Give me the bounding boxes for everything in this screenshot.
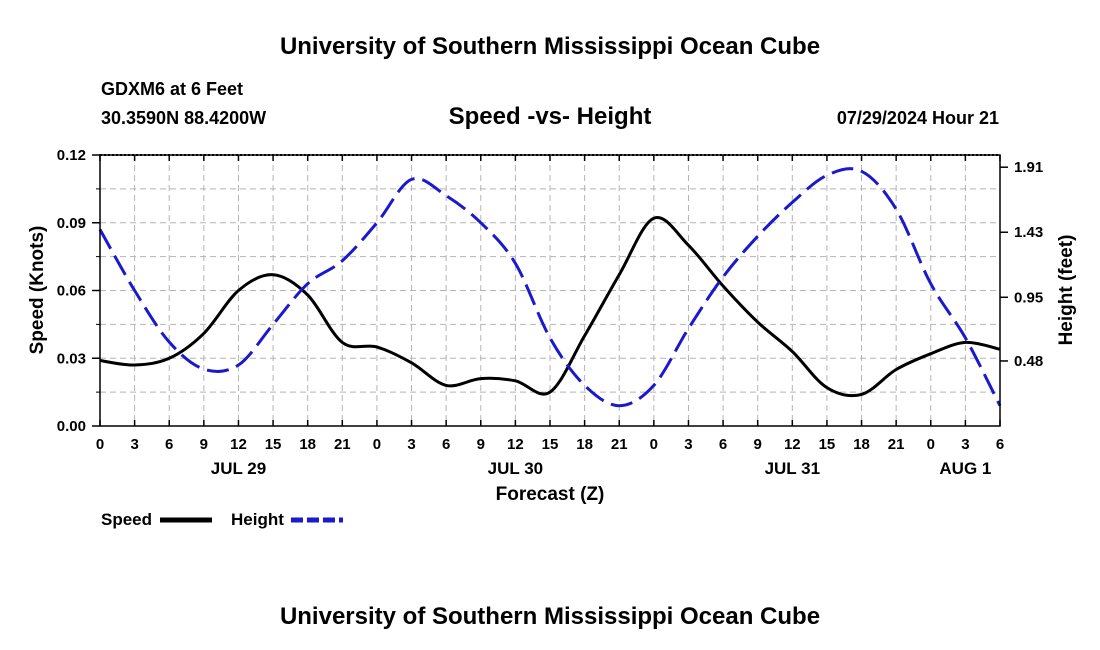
x-tick-label: 12 <box>230 436 247 453</box>
x-tick-label: 0 <box>96 436 104 453</box>
height-line <box>98 167 1002 408</box>
x-day-label: AUG 1 <box>939 459 991 478</box>
y-left-tick-label: 0.09 <box>57 215 86 232</box>
x-axis-label: Forecast (Z) <box>496 484 605 505</box>
x-tick-label: 3 <box>961 436 969 453</box>
x-tick-label: 9 <box>200 436 208 453</box>
grid <box>100 155 1000 426</box>
location-label: 30.3590N 88.4200W <box>101 108 266 128</box>
legend-speed-label: Speed <box>101 510 152 529</box>
x-tick-label: 0 <box>373 436 381 453</box>
x-tick-label: 6 <box>165 436 173 453</box>
x-tick-label: 9 <box>754 436 762 453</box>
x-tick-label: 6 <box>442 436 450 453</box>
y-right-tick-label: 0.95 <box>1014 289 1043 306</box>
x-tick-label: 3 <box>684 436 692 453</box>
x-tick-label: 3 <box>407 436 415 453</box>
datetime-label: 07/29/2024 Hour 21 <box>837 108 999 128</box>
y-right-tick-label: 0.48 <box>1014 353 1043 370</box>
x-tick-label: 21 <box>334 436 351 453</box>
x-tick-label: 18 <box>853 436 870 453</box>
page-title: University of Southern Mississippi Ocean… <box>280 33 820 60</box>
x-tick-label: 21 <box>888 436 905 453</box>
y-left-tick-label: 0.06 <box>57 283 86 300</box>
x-tick-label: 12 <box>507 436 524 453</box>
x-tick-label: 0 <box>927 436 935 453</box>
legend: Speed Height <box>101 510 343 529</box>
x-day-label: JUL 31 <box>765 459 820 478</box>
x-tick-label: 0 <box>650 436 658 453</box>
legend-height-label: Height <box>231 510 284 529</box>
station-label: GDXM6 at 6 Feet <box>101 79 243 99</box>
y-right-tick-label: 1.91 <box>1014 159 1043 176</box>
y-left-tick-label: 0.03 <box>57 350 86 367</box>
y-left-tick-label: 0.12 <box>57 147 86 164</box>
speed-line <box>99 216 1001 398</box>
y-axis-left-label: Speed (Knots) <box>27 226 48 355</box>
x-tick-label: 15 <box>265 436 282 453</box>
x-tick-label: 18 <box>576 436 593 453</box>
x-tick-label: 6 <box>996 436 1004 453</box>
x-tick-label: 3 <box>130 436 138 453</box>
x-tick-label: 15 <box>542 436 559 453</box>
y-left-tick-label: 0.00 <box>57 418 86 435</box>
x-tick-label: 12 <box>784 436 801 453</box>
x-tick-label: 15 <box>819 436 836 453</box>
x-tick-label: 9 <box>477 436 485 453</box>
y-right-tick-label: 1.43 <box>1014 224 1043 241</box>
x-tick-label: 18 <box>299 436 316 453</box>
x-tick-label: 6 <box>719 436 727 453</box>
chart-subtitle: Speed -vs- Height <box>449 103 652 130</box>
footer-title: University of Southern Mississippi Ocean… <box>280 603 820 630</box>
series-group <box>98 167 1002 408</box>
y-axis-right-label: Height (feet) <box>1056 235 1077 346</box>
axes: 0 3 6 9 12 15 18 21 0 3 6 9 12 15 18 21 0 3 6 9 12 15 18 21 0 3 6 J… <box>57 147 1043 478</box>
x-tick-label: 21 <box>611 436 628 453</box>
x-day-label: JUL 29 <box>211 459 266 478</box>
x-day-label: JUL 30 <box>488 459 543 478</box>
